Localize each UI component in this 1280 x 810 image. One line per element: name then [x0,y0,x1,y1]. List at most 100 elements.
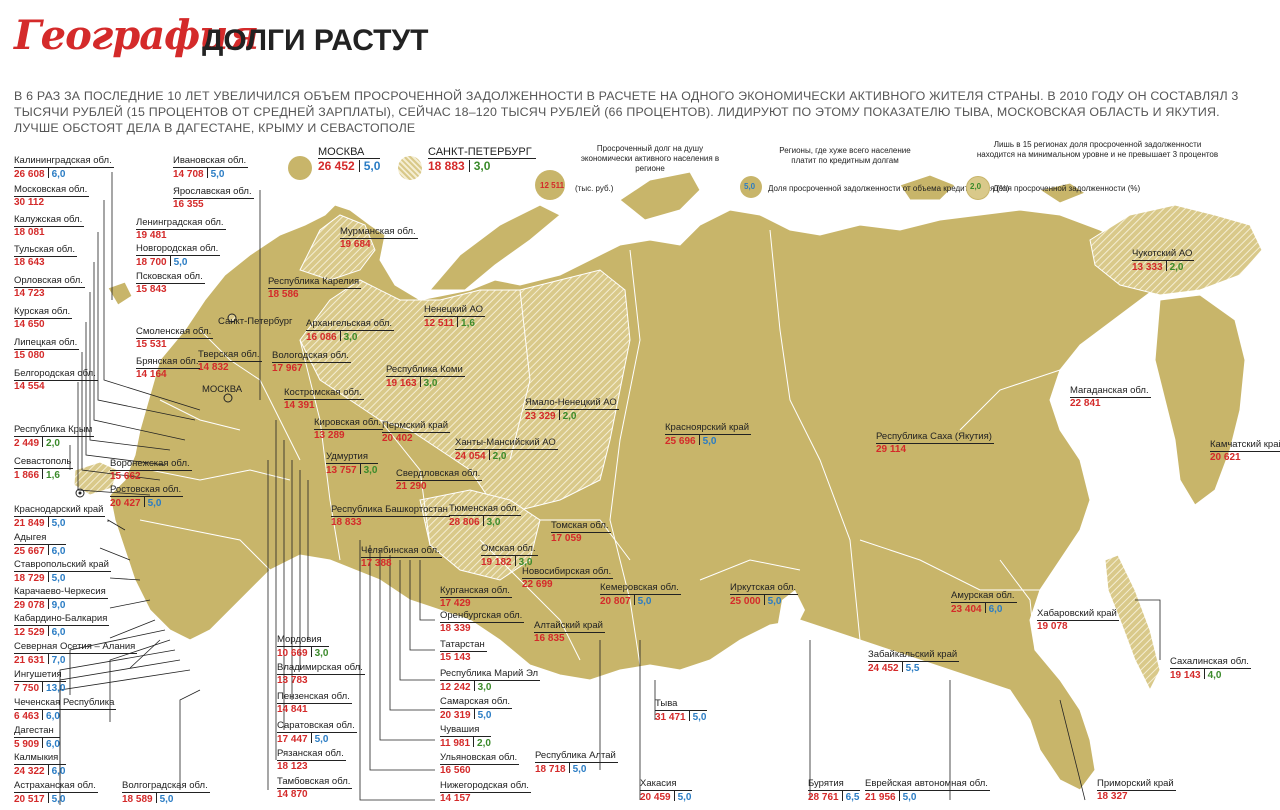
region-debt: 25 000 [730,596,761,607]
legend-debt-unit: (тыс. руб.) [575,184,614,193]
region-debt: 21 290 [396,481,427,492]
region-debt: 5 909 [14,739,40,750]
spb-legend-circle [398,156,422,180]
region-debt: 20 807 [600,596,631,607]
region-name: Смоленская обл. [136,326,214,339]
region-label: Республика Башкортостан 18 833 [331,504,450,529]
region-debt: 12 529 [14,627,45,638]
region-debt: 25 667 [14,546,45,557]
value-separator [1203,669,1205,679]
region-label: Севастополь 1 866 1,6 [14,456,74,482]
legend-pct-value: 5,0 [744,182,756,191]
region-name: Кемеровская обл. [600,582,681,595]
region-pct: 5,0 [477,710,492,721]
region-debt: 31 471 [655,712,686,723]
region-label: Чувашия 11 981 2,0 [440,724,491,750]
region-label: Костромская обл. 14 391 [284,387,364,412]
region-debt: 14 391 [284,400,315,411]
region-pct: 2,0 [477,738,491,749]
legend-pct-unit: Доля просроченной задолженности от объем… [768,184,1010,193]
region-pct: 5,0 [677,792,692,803]
region-debt: 24 322 [14,766,45,777]
value-separator [169,256,171,266]
region-debt: 19 163 [386,378,417,389]
region-name: Дагестан [14,725,60,738]
region-debt: 17 388 [361,558,392,569]
region-name: Чеченская Республика [14,697,117,710]
region-label: Курская обл. 14 650 [14,306,73,331]
region-label: Воронежская обл. 15 662 [110,458,192,483]
value-separator [206,168,208,178]
region-label: Пензенская обл. 14 841 [277,691,352,716]
region-debt: 13 757 [326,465,357,476]
region-debt: 23 329 [525,411,556,422]
page-title: ДОЛГИ РАСТУТ [202,24,429,57]
region-name: Пермский край [382,420,451,433]
region-name: Ненецкий АО [424,304,486,317]
region-debt: 15 531 [136,339,167,350]
region-pct: 6,5 [845,792,860,803]
region-pct: 5,0 [159,794,174,805]
region-debt: 28 761 [808,792,839,803]
region-pct: 9,0 [51,600,66,611]
region-name: Нижегородская обл. [440,780,531,793]
region-debt: 13 289 [314,430,345,441]
region-label: Ставропольский край 18 729 5,0 [14,559,111,585]
region-debt: 2 449 [14,438,40,449]
region-name: Омская обл. [481,543,538,556]
region-debt: 20 427 [110,498,141,509]
value-separator [898,791,900,801]
region-pct: 5,0 [702,436,717,447]
region-name: Воронежская обл. [110,458,192,471]
region-pct: 5,0 [51,518,66,529]
region-debt: 18 718 [535,764,566,775]
region-pct: 4,0 [1207,670,1222,681]
region-name: Псковская обл. [136,271,205,284]
region-name: Бурятия [808,778,860,791]
value-separator [42,469,44,479]
region-label: Тыва 31 471 5,0 [655,698,707,724]
region-debt: 30 112 [14,197,45,208]
region-debt: 17 059 [551,533,582,544]
hatched-region-sakhalin [1104,554,1161,692]
moscow-city-label: МОСКВА 26 452 5,0 [318,146,381,173]
legend-debt-value: 12 511 [540,181,565,190]
region-name: Ставропольский край [14,559,111,572]
region-debt: 29 078 [14,600,45,611]
region-name: Иркутская обл. [730,582,799,595]
value-separator [47,654,49,664]
region-label: Республика Алтай 18 718 5,0 [535,750,618,776]
region-label: Тамбовская обл. 14 870 [277,776,353,801]
region-debt: 15 662 [110,471,141,482]
moscow-pct: 5,0 [363,159,381,173]
value-separator [673,791,675,801]
region-name: Вологодская обл. [272,350,351,363]
value-separator [310,733,312,743]
value-separator [698,435,700,445]
region-name: Орловская обл. [14,275,85,288]
region-debt: 15 080 [14,350,45,361]
region-label: Челябинская обл. 17 388 [361,545,442,570]
region-name: Кабардино-Балкария [14,613,110,626]
region-label: Псковская обл. 15 843 [136,271,205,296]
region-name: Удмуртия [326,451,378,464]
region-debt: 17 967 [272,363,303,374]
region-pct: 5,0 [314,734,329,745]
value-separator [42,682,44,692]
spb-name: САНКТ-ПЕТЕРБУРГ [428,146,536,159]
region-name: Ярославская обл. [173,186,254,199]
page-header: География ДОЛГИ РАСТУТ [14,8,1264,78]
region-label: Тверская обл. 14 832 [198,349,262,374]
region-debt: 24 452 [868,663,899,674]
region-debt: 14 164 [136,369,167,380]
region-debt: 21 956 [865,792,896,803]
value-separator [568,763,570,773]
region-debt: 14 554 [14,381,45,392]
region-pct: 5,5 [905,663,920,674]
region-name: Мурманская обл. [340,226,418,239]
region-name: Тамбовская обл. [277,776,353,789]
region-name: Оренбургская обл. [440,610,525,623]
region-pct: 5,0 [210,169,225,180]
value-separator [473,681,475,691]
region-name: Самарская обл. [440,696,513,709]
